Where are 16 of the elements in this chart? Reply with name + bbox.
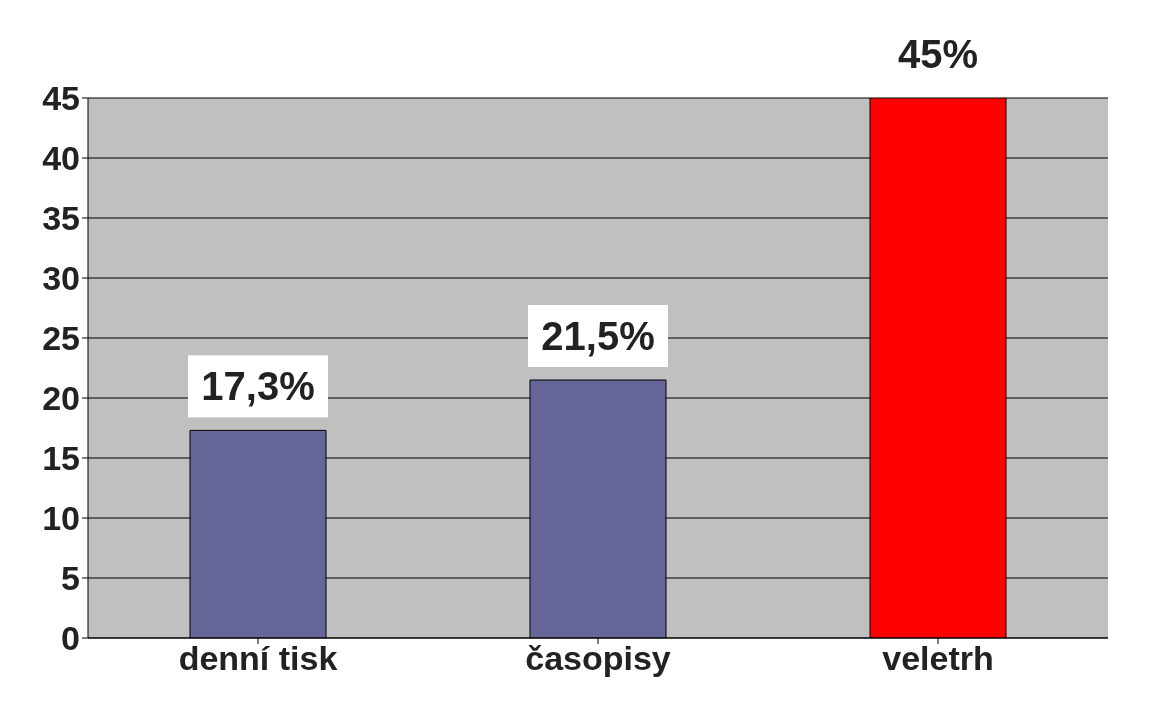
y-tick-label: 10 [42, 499, 80, 538]
y-tick-label: 45 [42, 79, 80, 118]
data-label: 17,3% [201, 364, 315, 409]
data-label: 45% [897, 32, 979, 76]
x-tick-label: denní tisk [178, 639, 338, 678]
data-label: 21,5% [541, 314, 655, 358]
y-tick-label: 5 [61, 559, 80, 598]
x-tick-label: veletrh [882, 639, 994, 678]
y-tick-label: 20 [42, 379, 80, 418]
y-tick-label: 15 [42, 439, 80, 478]
y-tick-label: 30 [42, 259, 80, 298]
x-tick-label: časopisy [525, 639, 671, 678]
y-tick-label: 0 [61, 619, 80, 658]
y-tick-label: 40 [42, 139, 80, 178]
y-tick-label: 35 [42, 199, 80, 238]
y-tick-label: 25 [42, 319, 80, 358]
